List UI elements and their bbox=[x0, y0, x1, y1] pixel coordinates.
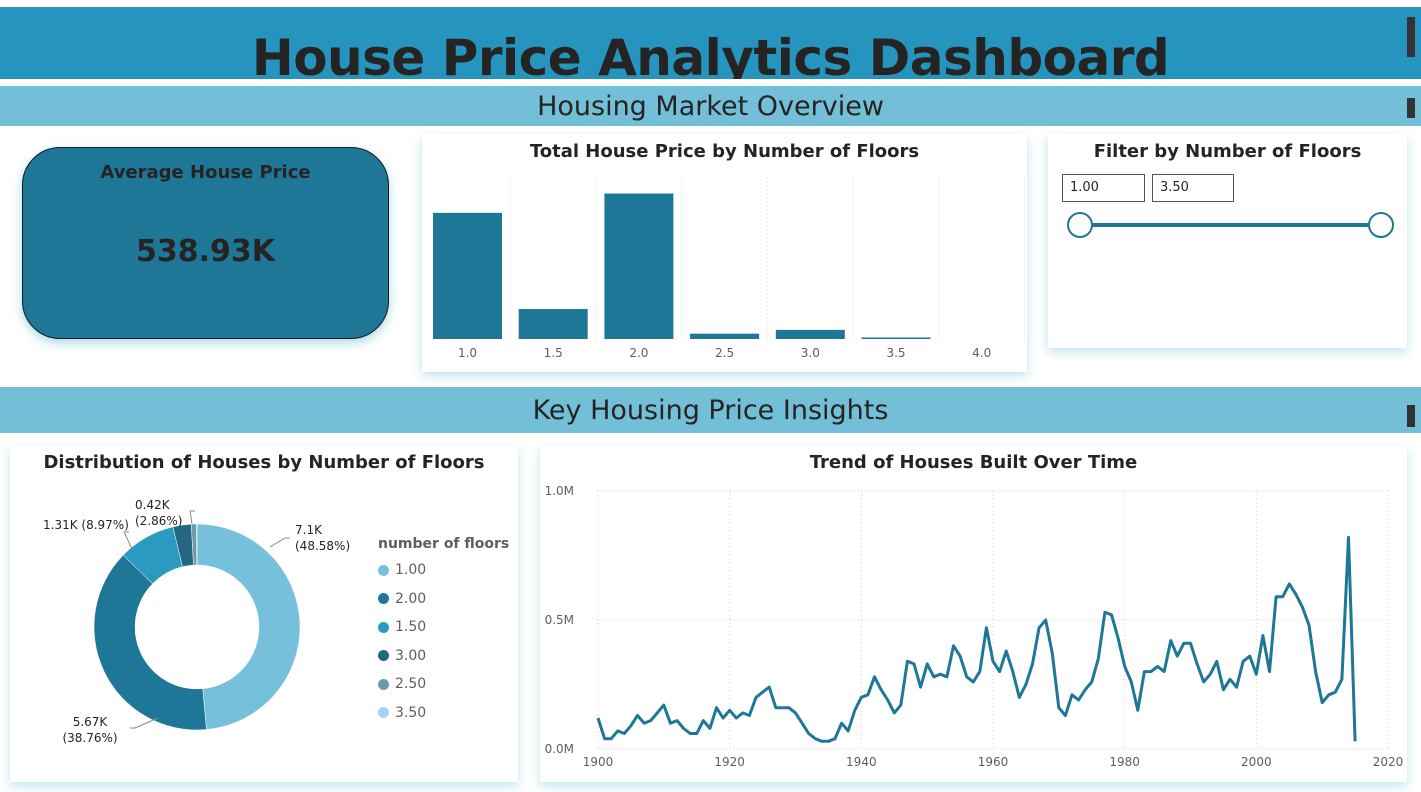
insights-section-title: Key Housing Price Insights bbox=[532, 394, 889, 426]
donut-chart-svg: 7.1K (48.58%) 5.67K (38.76%) 1.31K (8.97%) 0.… bbox=[43, 498, 350, 745]
legend-swatch bbox=[378, 678, 389, 690]
bar-x-tick-label: 3.5 bbox=[886, 346, 905, 360]
legend-item-2.00[interactable]: 2.00 bbox=[378, 585, 509, 614]
donut-data-label: 1.31K (8.97%) bbox=[43, 518, 129, 532]
donut-chart-title: Distribution of Houses by Number of Floo… bbox=[43, 452, 485, 473]
legend-label: 2.00 bbox=[395, 590, 427, 607]
donut-data-label: 5.67K bbox=[73, 715, 109, 729]
title-bar-handle[interactable] bbox=[1407, 17, 1415, 57]
kpi-value: 538.93K bbox=[135, 234, 275, 269]
bar-x-tick-label: 3.0 bbox=[801, 346, 820, 360]
donut-label-leader bbox=[269, 537, 290, 548]
line-x-tick-label: 1960 bbox=[978, 755, 1009, 769]
line-chart-title: Trend of Houses Built Over Time bbox=[809, 452, 1138, 473]
bar-1.5 bbox=[518, 309, 588, 339]
bar-2.0 bbox=[604, 193, 674, 339]
donut-data-label: 7.1K bbox=[295, 523, 323, 537]
legend-label: 2.50 bbox=[395, 676, 427, 693]
donut-label-leader bbox=[130, 717, 159, 729]
bar-x-tick-label: 1.0 bbox=[458, 346, 477, 360]
legend-item-3.50[interactable]: 3.50 bbox=[378, 699, 509, 728]
line-x-tick-label: 1900 bbox=[583, 755, 614, 769]
bar-x-tick-label: 1.5 bbox=[544, 346, 563, 360]
floors-bar-chart-card[interactable]: Total House Price by Number of Floors 1.… bbox=[422, 134, 1027, 372]
dashboard-title-bar: House Price Analytics Dashboard bbox=[0, 7, 1421, 79]
legend-swatch bbox=[378, 707, 389, 719]
line-y-tick-label: 0.0M bbox=[545, 742, 574, 756]
bar-1.0 bbox=[433, 212, 502, 339]
legend-label: 1.50 bbox=[395, 619, 427, 636]
slicer-track[interactable] bbox=[1080, 223, 1384, 227]
floors-filter-slicer-card: Filter by Number of Floors 1.00 3.50 bbox=[1048, 134, 1407, 348]
donut-data-label: 0.42K bbox=[135, 498, 171, 512]
line-x-tick-label: 1980 bbox=[1109, 755, 1140, 769]
insights-section-handle[interactable] bbox=[1407, 405, 1415, 427]
donut-data-label-pct: (48.58%) bbox=[295, 539, 350, 553]
line-x-tick-label: 2020 bbox=[1373, 755, 1404, 769]
houses-built-trend-card[interactable]: Trend of Houses Built Over Time 0.0M 0.5M… bbox=[540, 446, 1407, 782]
slicer-max-input[interactable]: 3.50 bbox=[1152, 174, 1234, 202]
insights-section-bar: Key Housing Price Insights bbox=[0, 387, 1421, 433]
donut-legend-title: number of floors bbox=[378, 536, 510, 552]
bar-3.5 bbox=[861, 337, 931, 339]
slicer-title: Filter by Number of Floors bbox=[1093, 141, 1362, 162]
donut-label-leader bbox=[123, 531, 133, 550]
bar-3.0 bbox=[775, 329, 845, 339]
kpi-label: Average House Price bbox=[100, 162, 311, 183]
line-x-tick-label: 1940 bbox=[846, 755, 877, 769]
bar-2.5 bbox=[690, 333, 760, 339]
donut-slice-2.00 bbox=[93, 554, 207, 731]
line-chart-svg: 0.0M 0.5M 1.0M 1900 1920 1940 1960 1980 2000 2020 bbox=[545, 484, 1404, 769]
legend-label: 3.00 bbox=[395, 647, 427, 664]
slicer-max-handle[interactable] bbox=[1368, 212, 1394, 238]
legend-swatch bbox=[378, 650, 389, 662]
overview-section-title: Housing Market Overview bbox=[537, 90, 884, 122]
legend-item-1.50[interactable]: 1.50 bbox=[378, 613, 509, 642]
bar-chart-title: Total House Price by Number of Floors bbox=[529, 141, 920, 162]
legend-swatch bbox=[378, 621, 389, 633]
slicer-min-handle[interactable] bbox=[1067, 212, 1093, 238]
line-y-tick-label: 1.0M bbox=[545, 484, 574, 498]
legend-item-3.00[interactable]: 3.00 bbox=[378, 642, 509, 671]
bar-chart-svg: 1.0 1.5 2.0 2.5 3.0 3.5 4.0 bbox=[433, 178, 1025, 360]
floors-donut-chart-card[interactable]: Distribution of Houses by Number of Floo… bbox=[10, 446, 518, 782]
legend-item-2.50[interactable]: 2.50 bbox=[378, 670, 509, 699]
donut-data-label-pct: (2.86%) bbox=[135, 514, 182, 528]
donut-slice-1.00 bbox=[196, 523, 301, 730]
overview-section-handle[interactable] bbox=[1407, 98, 1415, 118]
bar-x-tick-label: 4.0 bbox=[972, 346, 991, 360]
bar-x-tick-label: 2.5 bbox=[715, 346, 734, 360]
dashboard-title: House Price Analytics Dashboard bbox=[251, 29, 1170, 79]
donut-label-leader bbox=[189, 510, 195, 525]
line-x-tick-label: 2000 bbox=[1241, 755, 1272, 769]
legend-swatch bbox=[378, 593, 389, 605]
donut-legend-items: 1.00 2.00 1.50 3.00 2.50 3.50 bbox=[378, 556, 509, 727]
slicer-min-input[interactable]: 1.00 bbox=[1062, 174, 1145, 202]
legend-swatch bbox=[378, 564, 389, 576]
donut-data-label-pct: (38.76%) bbox=[62, 731, 117, 745]
average-price-kpi-card[interactable]: Average House Price 538.93K bbox=[22, 147, 389, 339]
legend-label: 1.00 bbox=[395, 562, 427, 579]
overview-section-bar: Housing Market Overview bbox=[0, 86, 1421, 126]
bar-x-tick-label: 2.0 bbox=[629, 346, 648, 360]
legend-item-1.00[interactable]: 1.00 bbox=[378, 556, 509, 585]
houses-built-series-line bbox=[596, 535, 1357, 743]
legend-label: 3.50 bbox=[395, 704, 427, 721]
line-x-tick-label: 1920 bbox=[714, 755, 745, 769]
line-y-tick-label: 0.5M bbox=[545, 613, 574, 627]
donut-legend: number of floors 1.00 2.00 1.50 3.00 2.50 3.5… bbox=[378, 536, 509, 727]
